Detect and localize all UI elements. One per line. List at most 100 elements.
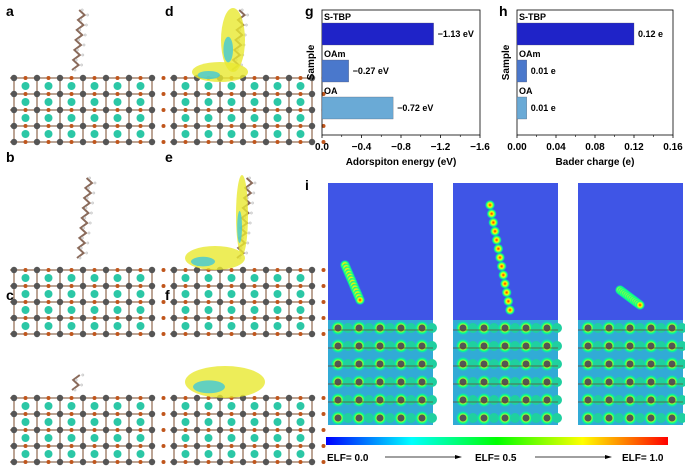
halide-atom [92,108,97,112]
cs-atom [113,322,122,330]
charge-accumulation [185,246,245,270]
elf-molecule-hotspot [490,226,500,237]
elf-molecule-hotspot [503,296,514,307]
cs-region [656,359,666,369]
halide-atom [69,108,74,112]
x-tick-label: −0.8 [391,142,411,153]
pb-atom [79,394,87,402]
pb-atom [170,314,178,322]
cs-region [531,359,541,369]
pb-atom [262,410,270,418]
cs-region [364,323,374,333]
pb-atom [125,282,133,290]
h-atom [86,13,89,17]
cs-atom [21,402,30,410]
pb-atom [308,122,316,130]
pb-atom [626,360,634,368]
halide-atom [229,108,234,112]
cs-atom [204,98,213,106]
pb-atom [239,138,247,146]
cs-atom [204,306,213,314]
halide-atom [321,332,326,336]
pb-atom [668,324,676,332]
pb-atom [308,410,316,418]
cs-atom [181,130,190,138]
pb-atom [376,360,384,368]
pb-atom [418,342,426,350]
halide-atom [298,412,303,416]
pb-atom [522,396,530,404]
cs-region [531,341,541,351]
cs-atom [250,82,259,90]
charge-density-f [185,366,265,398]
pb-atom [102,298,110,306]
pb-atom [501,324,509,332]
pb-atom [605,342,613,350]
pb-atom [216,442,224,450]
pb-atom [170,106,178,114]
pb-atom [308,394,316,402]
halide-atom [138,76,143,80]
pb-atom [308,458,316,466]
halide-atom [321,268,326,272]
pb-atom [79,282,87,290]
halide-atom [161,428,166,432]
pb-atom [355,396,363,404]
pb-atom [262,90,270,98]
cs-region [614,323,624,333]
cs-atom [227,114,236,122]
data-label: 0.01 e [531,66,556,76]
cs-atom [296,98,305,106]
halide-atom [46,124,51,128]
pb-atom [308,138,316,146]
cs-atom [296,402,305,410]
pb-atom [148,314,156,322]
halide-atom [115,332,120,336]
cs-atom [67,434,76,442]
panel-label-d: d [165,3,174,19]
pb-atom [216,298,224,306]
pb-atom [170,298,178,306]
halide-atom [275,460,280,464]
halide-atom [275,284,280,288]
halide-atom [23,92,28,96]
pb-atom [239,266,247,274]
cs-region [510,359,520,369]
pb-atom [668,414,676,422]
cs-atom [136,82,145,90]
cs-atom [67,418,76,426]
halide-atom [23,332,28,336]
cs-region [343,323,353,333]
pb-atom [102,106,110,114]
charge-depletion [191,256,215,267]
halide-atom [92,92,97,96]
halide-atom [115,140,120,144]
pb-atom [262,330,270,338]
halide-atom [252,268,257,272]
halide-atom [183,76,188,80]
cs-atom [296,130,305,138]
h-atom [81,236,84,240]
cs-region [677,341,685,351]
pb-atom [376,342,384,350]
cs-atom [227,290,236,298]
cs-atom [227,98,236,106]
pb-atom [102,74,110,82]
charge-depletion [223,36,233,63]
pb-atom [56,394,64,402]
h-atom [82,226,85,230]
pb-atom [239,442,247,450]
halide-atom [229,92,234,96]
pb-atom [480,324,488,332]
cs-atom [250,306,259,314]
pb-atom [193,138,201,146]
halide-atom [161,300,166,304]
cs-region [614,377,624,387]
charge-accumulation [185,366,265,398]
halide-atom [183,316,188,320]
halide-atom [252,284,257,288]
pb-atom [216,330,224,338]
pb-atom [334,378,342,386]
pb-atom [102,138,110,146]
h-atom [79,246,83,250]
